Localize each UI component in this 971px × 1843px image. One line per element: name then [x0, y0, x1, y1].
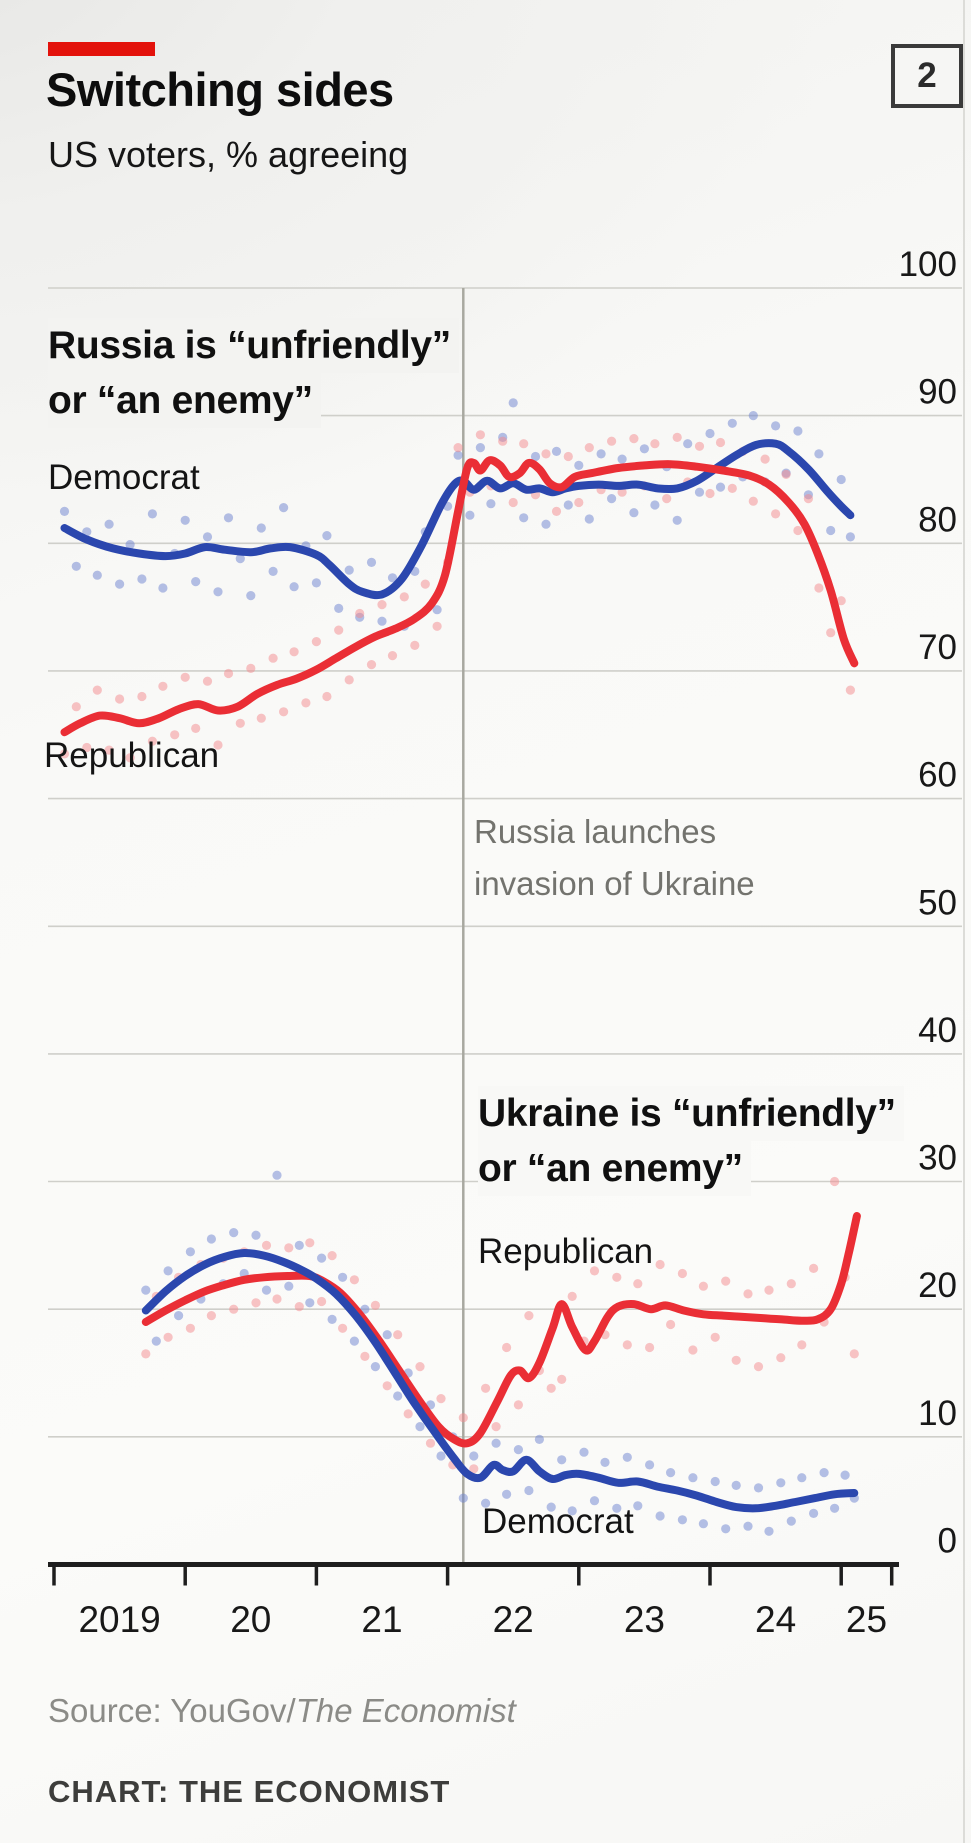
y-tick-label: 40	[918, 1011, 957, 1050]
series-label-republican-ukraine: Republican	[478, 1232, 654, 1271]
slide-number-badge: 2	[891, 44, 963, 108]
y-tick-label: 80	[918, 500, 957, 539]
x-tick-label: 2019	[78, 1599, 160, 1640]
x-axis-labels: 2019 20 21 22 23 24 25	[78, 1599, 887, 1640]
series-label-democrat-ukraine: Democrat	[482, 1502, 634, 1541]
x-tick-label: 23	[624, 1599, 665, 1640]
y-tick-label: 60	[918, 756, 957, 795]
x-tick-label: 22	[493, 1599, 534, 1640]
y-tick-label: 50	[918, 883, 957, 922]
x-ticks	[52, 1566, 894, 1586]
panel-question-russia: Russia is “unfriendly” or “an enemy”	[48, 318, 459, 428]
y-tick-label: 100	[899, 245, 957, 284]
y-tick-label: 90	[918, 373, 957, 412]
panel-question-russia-line1: Russia is “unfriendly”	[48, 318, 459, 373]
chart-credit: CHART: THE ECONOMIST	[48, 1774, 451, 1809]
panel-question-ukraine-line1: Ukraine is “unfriendly”	[478, 1086, 904, 1141]
chart-title: Switching sides	[46, 63, 394, 116]
y-tick-label: 0	[938, 1522, 957, 1561]
x-tick-label: 24	[755, 1599, 796, 1640]
gridlines	[48, 287, 962, 1438]
scatter-dots	[59, 398, 859, 1536]
panel-question-ukraine: Ukraine is “unfriendly” or “an enemy”	[478, 1086, 904, 1196]
trend-lines	[60, 439, 861, 1513]
y-tick-label: 70	[918, 628, 957, 667]
panel-question-russia-line2: or “an enemy”	[48, 373, 321, 428]
series-label-democrat-russia: Democrat	[48, 458, 200, 497]
panel-question-ukraine-line2: or “an enemy”	[478, 1141, 751, 1196]
source-note: Source: YouGov/The Economist	[48, 1692, 516, 1730]
x-tick-label: 25	[846, 1599, 887, 1640]
source-prefix: Source: YouGov/	[48, 1692, 296, 1729]
invasion-annotation-line1: Russia launches	[474, 813, 717, 850]
y-tick-label: 20	[918, 1266, 957, 1305]
source-publication: The Economist	[295, 1692, 516, 1729]
x-tick-label: 20	[230, 1599, 271, 1640]
accent-bar	[48, 42, 155, 56]
invasion-annotation: Russia launches invasion of Ukraine	[474, 806, 755, 910]
card-edge-divider	[963, 0, 965, 1843]
y-tick-label: 30	[918, 1139, 957, 1178]
y-axis-labels: 0 10 20 30 40 50 60 70 80 90 100	[899, 245, 957, 1561]
invasion-annotation-line2: invasion of Ukraine	[474, 865, 755, 902]
chart-subtitle: US voters, % agreeing	[48, 134, 409, 175]
series-label-republican-russia: Republican	[44, 736, 220, 775]
x-tick-label: 21	[361, 1599, 402, 1640]
y-tick-label: 10	[918, 1394, 957, 1433]
